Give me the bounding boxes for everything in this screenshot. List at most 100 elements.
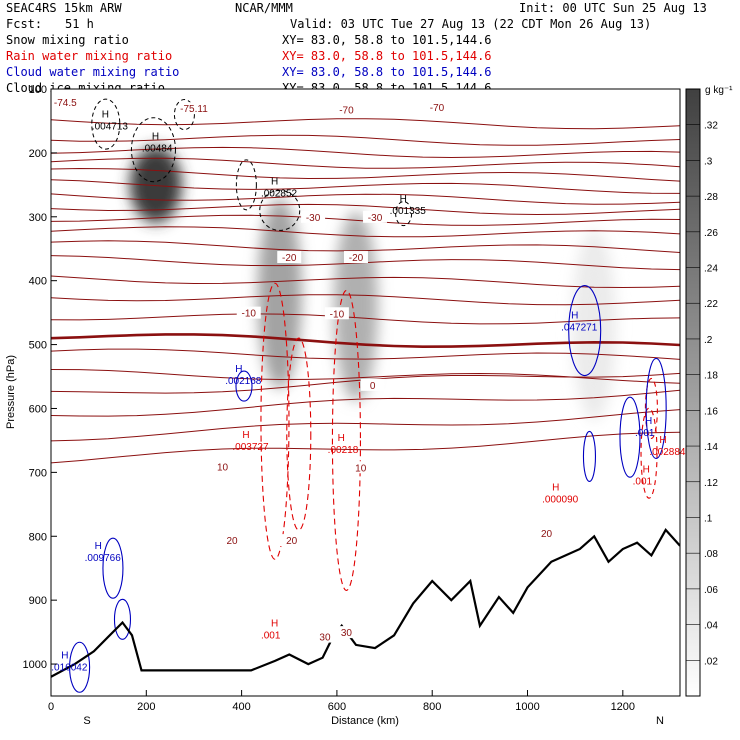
legend-field-section: XY= 83.0, 58.8 to 101.5,144.6 bbox=[282, 33, 492, 47]
cloud-ice-contour bbox=[91, 98, 121, 150]
colorbar-tick-label: .28 bbox=[704, 192, 718, 203]
contour-label-bg bbox=[312, 630, 337, 643]
x-tick-label: 1200 bbox=[611, 701, 635, 713]
maximum-value: .003727 bbox=[232, 442, 269, 453]
contour-label-bg bbox=[210, 460, 235, 473]
maximum-marker: H bbox=[645, 416, 652, 427]
colorbar-unit: g kg⁻¹ bbox=[705, 85, 733, 96]
isotherm bbox=[51, 146, 680, 159]
cloud-ice-contour bbox=[395, 201, 413, 227]
init-time: Init: 00 UTC Sun 25 Aug 13 bbox=[519, 1, 707, 15]
rain-contour bbox=[331, 289, 361, 591]
isotherm bbox=[51, 389, 680, 417]
colorbar-tick-label: .16 bbox=[704, 406, 718, 417]
maximum-value: .001 bbox=[635, 428, 655, 439]
contour-label-bg bbox=[324, 307, 349, 320]
colorbar-tick-label: .26 bbox=[704, 228, 718, 239]
snow-shade bbox=[333, 211, 378, 402]
isotherm bbox=[51, 157, 680, 169]
cloud-ice-contour bbox=[173, 99, 195, 131]
cloud-ice-contour bbox=[259, 189, 301, 231]
cloud-water-contour bbox=[645, 357, 667, 460]
isotherm-label: -70 bbox=[430, 103, 445, 114]
x-tick-label: 200 bbox=[137, 701, 155, 713]
snow-shade bbox=[572, 230, 617, 421]
field-legend: Snow mixing ratio XY= 83.0, 58.8 to 101.5… bbox=[6, 33, 492, 95]
y-tick-label: 300 bbox=[29, 212, 47, 224]
contour-label-bg bbox=[424, 100, 449, 113]
maximum-value: .016042 bbox=[51, 662, 88, 673]
maximum-marker: H bbox=[338, 433, 345, 444]
y-tick-label: 200 bbox=[29, 148, 47, 160]
hydrometeor-contours bbox=[69, 98, 667, 693]
legend-field-section: XY= 83.0, 58.8 to 101.5,144.6 bbox=[282, 49, 492, 63]
maximum-value: .001 bbox=[633, 477, 653, 488]
contour-label-bg bbox=[334, 103, 359, 116]
maximum-marker: H bbox=[152, 132, 159, 143]
maximum-value: .001335 bbox=[390, 206, 427, 217]
contour-label-bg bbox=[236, 306, 261, 319]
maximum-value: .047271 bbox=[561, 323, 598, 334]
isotherm bbox=[51, 179, 680, 194]
isotherm-label: -70 bbox=[339, 105, 354, 116]
x-tick-label: 400 bbox=[232, 701, 250, 713]
contour-label-bg bbox=[181, 102, 206, 115]
y-axis-label: Pressure (hPa) bbox=[5, 355, 17, 429]
maximum-value: .000090 bbox=[542, 494, 579, 505]
cloud-water-contour bbox=[113, 598, 132, 640]
forecast-label: Fcst: bbox=[6, 17, 42, 31]
y-tick-label: 400 bbox=[29, 276, 47, 288]
rain-contour bbox=[286, 337, 312, 531]
maximum-marker: H bbox=[102, 109, 109, 120]
y-tick-label: 600 bbox=[29, 403, 47, 415]
isotherm bbox=[51, 333, 680, 349]
colorbar-tick-label: .02 bbox=[704, 656, 718, 667]
y-tick-label: 1000 bbox=[23, 659, 47, 671]
isotherm bbox=[51, 409, 680, 442]
isotherm-label: -30 bbox=[368, 213, 383, 224]
isotherm-label: -20 bbox=[282, 253, 297, 264]
colorbar-tick-label: .24 bbox=[704, 264, 718, 275]
model-title: SEAC4RS 15km ARW bbox=[6, 1, 122, 15]
y-tick-label: 500 bbox=[29, 340, 47, 352]
contour-label-bg bbox=[534, 527, 559, 540]
axes: 0 200 400 600 800 1000 12002003004005006007008… bbox=[23, 84, 636, 713]
isotherm-label: -20 bbox=[349, 253, 364, 264]
x-tick-label: 600 bbox=[328, 701, 346, 713]
y-tick-label: 700 bbox=[29, 467, 47, 479]
maximum-marker: H bbox=[552, 482, 559, 493]
rain-contour bbox=[644, 377, 658, 440]
legend-field-name: Snow mixing ratio bbox=[6, 33, 129, 47]
plot-frame bbox=[50, 88, 681, 697]
south-label: S bbox=[83, 715, 90, 727]
maximum-marker: H bbox=[61, 650, 68, 661]
isotherm-label: 20 bbox=[286, 536, 298, 547]
cloud-water-contour bbox=[102, 537, 124, 599]
isotherm-label: 30 bbox=[341, 628, 353, 639]
isotherm-label: -10 bbox=[242, 309, 257, 320]
isotherm bbox=[51, 275, 680, 289]
contour-label-bg bbox=[301, 210, 326, 223]
isotherm bbox=[51, 348, 680, 360]
cloud-ice-contour bbox=[130, 117, 176, 183]
contour-label-bg bbox=[53, 95, 78, 108]
colorbar-tick-label: .32 bbox=[704, 121, 718, 132]
isotherm-label: -30 bbox=[306, 213, 321, 224]
maximum-marker: H bbox=[95, 541, 102, 552]
isotherm-label: -75.11 bbox=[180, 104, 208, 115]
cloud-ice-contour bbox=[235, 159, 257, 211]
x-axis-label: Distance (km) bbox=[331, 715, 399, 727]
colorbar-tick-label: .2 bbox=[704, 335, 713, 346]
cloud-water-contour bbox=[582, 430, 597, 482]
maximum-marker: H bbox=[235, 364, 242, 375]
isotherm bbox=[51, 226, 680, 238]
cloud-water-contour bbox=[235, 370, 253, 402]
cloud-water-contour bbox=[619, 396, 641, 478]
center-title: NCAR/MMM bbox=[235, 1, 293, 15]
maximum-value: .004713 bbox=[92, 121, 129, 132]
colorbar-tick-label: .22 bbox=[704, 299, 718, 310]
colorbar-tick-label: .14 bbox=[704, 442, 718, 453]
isotherm bbox=[51, 240, 680, 253]
contour-label-bg bbox=[348, 461, 373, 474]
